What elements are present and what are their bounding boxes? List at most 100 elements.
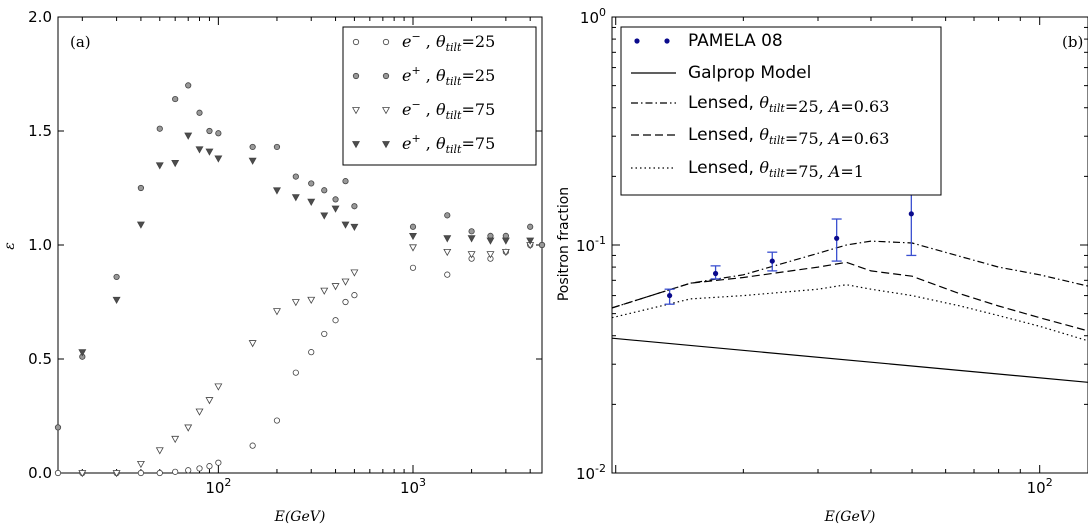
data-point — [206, 463, 213, 470]
data-point — [215, 130, 222, 137]
data-point — [342, 298, 349, 306]
data-point — [136, 461, 145, 469]
data-point — [272, 308, 281, 316]
x-tick-label: 102 — [1027, 476, 1053, 497]
panel-a: (a) 0.0 0.5 1.0 1.5 2.0 102 103 E(GeV) ε e− , … — [2, 8, 546, 525]
legend-entry-text: e+ , θtilt=75 — [402, 132, 495, 156]
data-point — [501, 237, 510, 245]
legend-marker — [664, 38, 670, 44]
data-point — [308, 349, 315, 356]
data-point — [467, 235, 476, 243]
panel-a-x-axis-title: E(GeV) — [274, 509, 326, 525]
data-point — [248, 340, 257, 348]
series-line — [612, 337, 1088, 383]
data-point — [196, 109, 203, 116]
data-point — [332, 196, 339, 203]
legend-marker — [352, 107, 360, 115]
legend-marker — [382, 72, 390, 80]
data-point — [320, 212, 329, 220]
legend-entry-text: Lensed, θtilt=75, A=0.63 — [688, 125, 889, 148]
data-point — [409, 244, 417, 252]
data-point — [320, 287, 329, 295]
data-point — [137, 184, 145, 192]
data-point — [501, 248, 510, 257]
data-point — [184, 424, 193, 432]
data-point — [184, 132, 193, 140]
data-point — [712, 270, 719, 277]
data-point — [307, 198, 316, 206]
data-point — [341, 278, 350, 286]
panel-b-legend: PAMELA 08 Galprop Model Lensed, θtilt=25, … — [620, 26, 942, 196]
data-point — [526, 237, 535, 245]
data-point — [249, 143, 256, 151]
panel-b-lines — [612, 240, 1088, 383]
data-point — [350, 269, 359, 277]
data-point — [321, 330, 328, 338]
panel-b-legend-box — [620, 26, 942, 196]
data-point — [136, 221, 145, 229]
data-point — [185, 467, 192, 474]
panel-a-legend: e− , θtilt=25 e+ , θtilt=25 e− , θtilt=75 e… — [342, 26, 537, 166]
data-point — [486, 237, 495, 245]
data-point — [155, 447, 164, 455]
legend-marker — [382, 141, 390, 149]
data-point — [308, 180, 315, 187]
data-point — [331, 205, 340, 213]
data-point — [195, 408, 204, 416]
data-point — [112, 296, 121, 305]
data-point — [54, 424, 62, 431]
data-point — [409, 223, 417, 230]
y-tick-label: 1.0 — [28, 236, 52, 254]
data-point — [156, 469, 163, 477]
panel-a-legend-box — [342, 26, 537, 166]
data-point — [78, 470, 87, 478]
data-point — [769, 258, 775, 264]
data-point — [172, 468, 179, 475]
data-point — [185, 82, 192, 89]
legend-marker — [634, 38, 640, 44]
data-point — [350, 223, 359, 232]
data-point — [538, 241, 546, 249]
data-point — [321, 187, 328, 194]
data-point — [351, 203, 358, 210]
panel-b-ticks: 10-2 10-1 100 102 — [576, 6, 1088, 497]
data-point — [112, 470, 121, 478]
data-point — [291, 194, 300, 202]
data-point — [273, 417, 281, 424]
panel-b-label: (b) — [1062, 33, 1083, 51]
y-tick-label: 10-2 — [576, 462, 606, 483]
legend-marker — [382, 38, 390, 46]
data-point — [214, 155, 223, 163]
y-tick-label: 10-1 — [576, 234, 606, 255]
panel-a-points — [54, 82, 546, 478]
legend-entry-text: e+ , θtilt=25 — [402, 64, 495, 88]
data-point — [443, 235, 452, 243]
data-point — [205, 148, 214, 156]
y-tick-label: 1.5 — [28, 122, 52, 140]
data-point — [834, 235, 840, 241]
data-point — [667, 292, 673, 299]
data-point — [444, 271, 451, 278]
x-tick-label: 103 — [400, 476, 426, 497]
panel-b-points — [664, 186, 917, 305]
y-tick-label: 2.0 — [28, 8, 52, 26]
data-point — [292, 369, 299, 376]
data-point — [527, 223, 534, 230]
data-point — [331, 283, 340, 291]
y-tick-label: 0.5 — [28, 350, 52, 368]
y-tick-label: 100 — [580, 6, 606, 27]
data-point — [248, 157, 257, 165]
data-point — [155, 162, 164, 170]
legend-marker — [382, 107, 390, 115]
data-point — [249, 442, 256, 449]
data-point — [206, 127, 213, 135]
data-point — [113, 273, 120, 281]
data-point — [908, 211, 914, 217]
data-point — [444, 212, 451, 219]
data-point — [486, 251, 495, 259]
data-point — [351, 292, 358, 299]
data-point — [171, 160, 180, 168]
panel-b: (b) 10-2 10-1 100 102 E(GeV) Positron fract… — [556, 6, 1088, 525]
data-point — [171, 435, 180, 444]
